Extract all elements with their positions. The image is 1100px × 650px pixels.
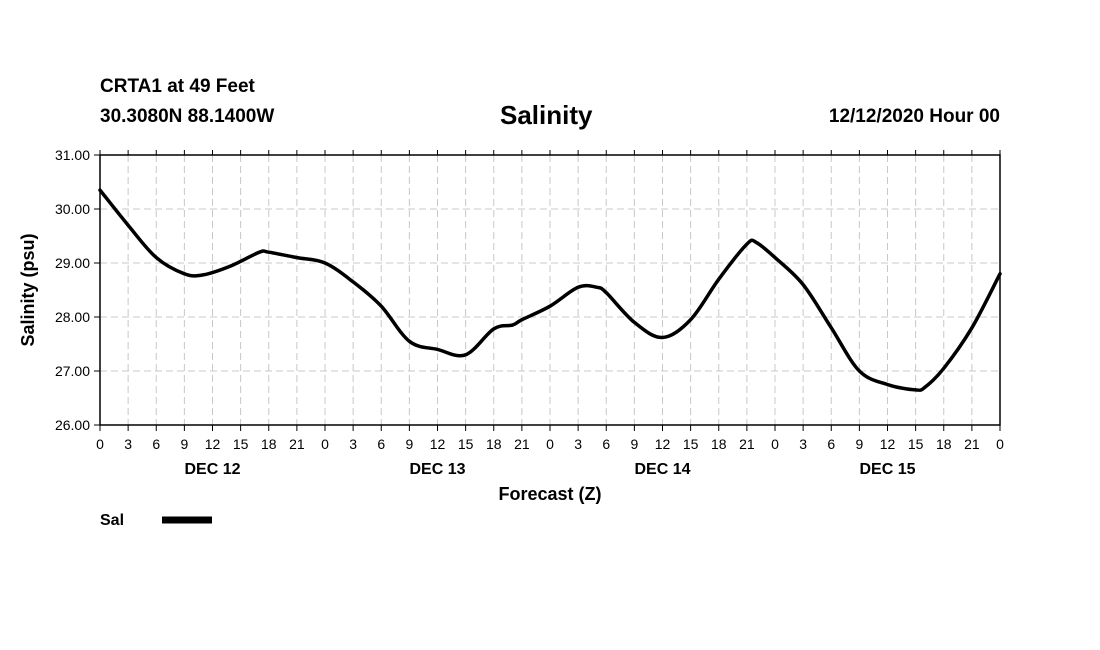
y-tick-label: 29.00 <box>55 255 90 271</box>
x-tick-label: 0 <box>321 436 329 452</box>
x-tick-label: 18 <box>486 436 502 452</box>
x-tick-label: 9 <box>180 436 188 452</box>
x-tick-label: 6 <box>152 436 160 452</box>
day-label: DEC 12 <box>184 461 240 478</box>
x-tick-label: 0 <box>96 436 104 452</box>
station-name: CRTA1 at 49 Feet <box>100 76 255 97</box>
y-tick-label: 26.00 <box>55 417 90 433</box>
plot-frame <box>99 154 1001 426</box>
x-tick-label: 21 <box>964 436 980 452</box>
x-tick-label: 15 <box>908 436 924 452</box>
x-tick-label: 9 <box>855 436 863 452</box>
x-tick-label: 9 <box>405 436 413 452</box>
x-tick-label: 3 <box>124 436 132 452</box>
x-axis-title: Forecast (Z) <box>498 484 601 504</box>
x-tick-label: 6 <box>827 436 835 452</box>
x-tick-label: 21 <box>739 436 755 452</box>
x-tick-label: 6 <box>377 436 385 452</box>
x-tick-label: 3 <box>799 436 807 452</box>
y-axis-title: Salinity (psu) <box>18 233 38 346</box>
x-tick-label: 18 <box>261 436 277 452</box>
day-label: DEC 15 <box>859 461 915 478</box>
x-tick-label: 21 <box>289 436 305 452</box>
x-tick-label: 9 <box>630 436 638 452</box>
legend-label: Sal <box>100 512 124 529</box>
x-tick-label: 0 <box>996 436 1004 452</box>
x-tick-label: 21 <box>514 436 530 452</box>
x-tick-label: 12 <box>880 436 896 452</box>
x-tick-label: 0 <box>771 436 779 452</box>
station-coordinates: 30.3080N 88.1400W <box>100 106 275 127</box>
x-tick-label: 12 <box>430 436 446 452</box>
day-label: DEC 13 <box>409 461 465 478</box>
series-layer <box>98 188 1002 392</box>
y-tick-label: 30.00 <box>55 201 90 217</box>
grid-lines <box>100 155 1000 425</box>
x-tick-label: 12 <box>205 436 221 452</box>
x-tick-label: 3 <box>349 436 357 452</box>
x-tick-label: 3 <box>574 436 582 452</box>
y-tick-label: 31.00 <box>55 147 90 163</box>
x-tick-label: 15 <box>683 436 699 452</box>
x-tick-label: 0 <box>546 436 554 452</box>
x-tick-label: 15 <box>458 436 474 452</box>
y-tick-label: 28.00 <box>55 309 90 325</box>
y-tick-label: 27.00 <box>55 363 90 379</box>
series-line-sal <box>98 188 1002 392</box>
x-tick-label: 18 <box>711 436 727 452</box>
x-tick-label: 6 <box>602 436 610 452</box>
x-tick-label: 15 <box>233 436 249 452</box>
day-label: DEC 14 <box>634 461 690 478</box>
x-tick-label: 12 <box>655 436 671 452</box>
forecast-datetime: 12/12/2020 Hour 00 <box>828 106 1000 127</box>
y-axis: 26.00 27.00 28.00 29.00 30.00 31.00 <box>55 147 100 433</box>
legend: Sal <box>100 512 212 529</box>
x-axis: 0 3 6 9 12 15 18 21 0 3 6 9 12 15 18 21 0 3 6 9 12 15 18 21 0 3 6 9… <box>96 150 1004 478</box>
chart-title: Salinity <box>500 100 593 130</box>
x-tick-label: 18 <box>936 436 952 452</box>
